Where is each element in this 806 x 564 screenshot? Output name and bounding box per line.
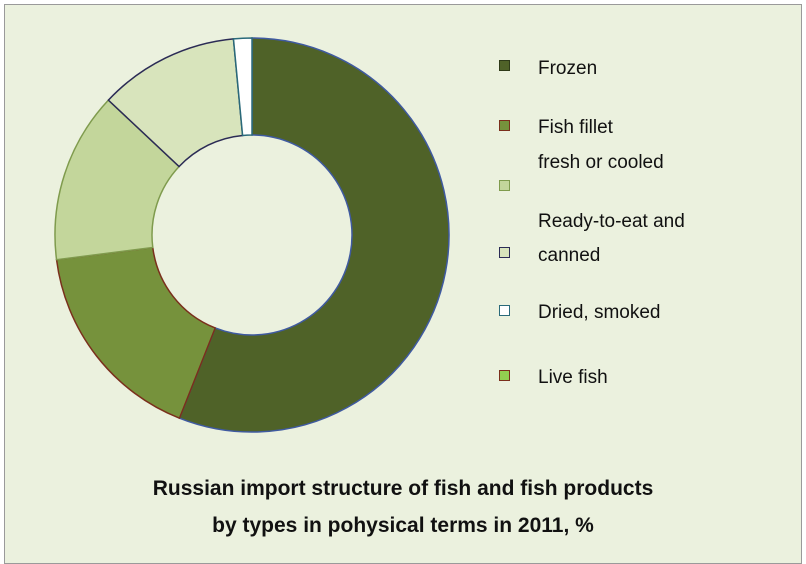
donut-slice-live-fish <box>232 37 253 137</box>
donut-slice-fish-fillet-fresh-or-cooled <box>55 246 217 420</box>
chart-title: Russian import structure of fish and fis… <box>0 478 806 536</box>
legend-label-ready-line1: Ready-to-eat and <box>538 211 685 232</box>
donut-slice-frozen <box>178 37 450 433</box>
chart-title-line1: Russian import structure of fish and fis… <box>152 477 654 500</box>
legend: Frozen Fish fillet fresh or cooled Ready… <box>499 58 685 388</box>
legend-swatch-canned <box>499 247 510 258</box>
legend-label-dried: Dried, smoked <box>538 302 661 323</box>
legend-label-fillet-line1: Fish fillet <box>538 117 613 138</box>
legend-label-ready-line2: canned <box>538 245 601 266</box>
legend-swatch-ready <box>499 180 510 191</box>
chart-title-line2: by types in pohysical terms in 2011, % <box>212 514 594 537</box>
legend-label-fillet-line2: fresh or cooled <box>538 152 664 173</box>
legend-swatch-live <box>499 370 510 381</box>
donut-chart <box>54 37 450 433</box>
legend-label-frozen: Frozen <box>538 58 598 79</box>
legend-label-live: Live fish <box>538 367 608 388</box>
legend-swatch-frozen <box>499 60 510 71</box>
legend-swatch-fillet <box>499 120 510 131</box>
legend-swatch-dried <box>499 305 510 316</box>
